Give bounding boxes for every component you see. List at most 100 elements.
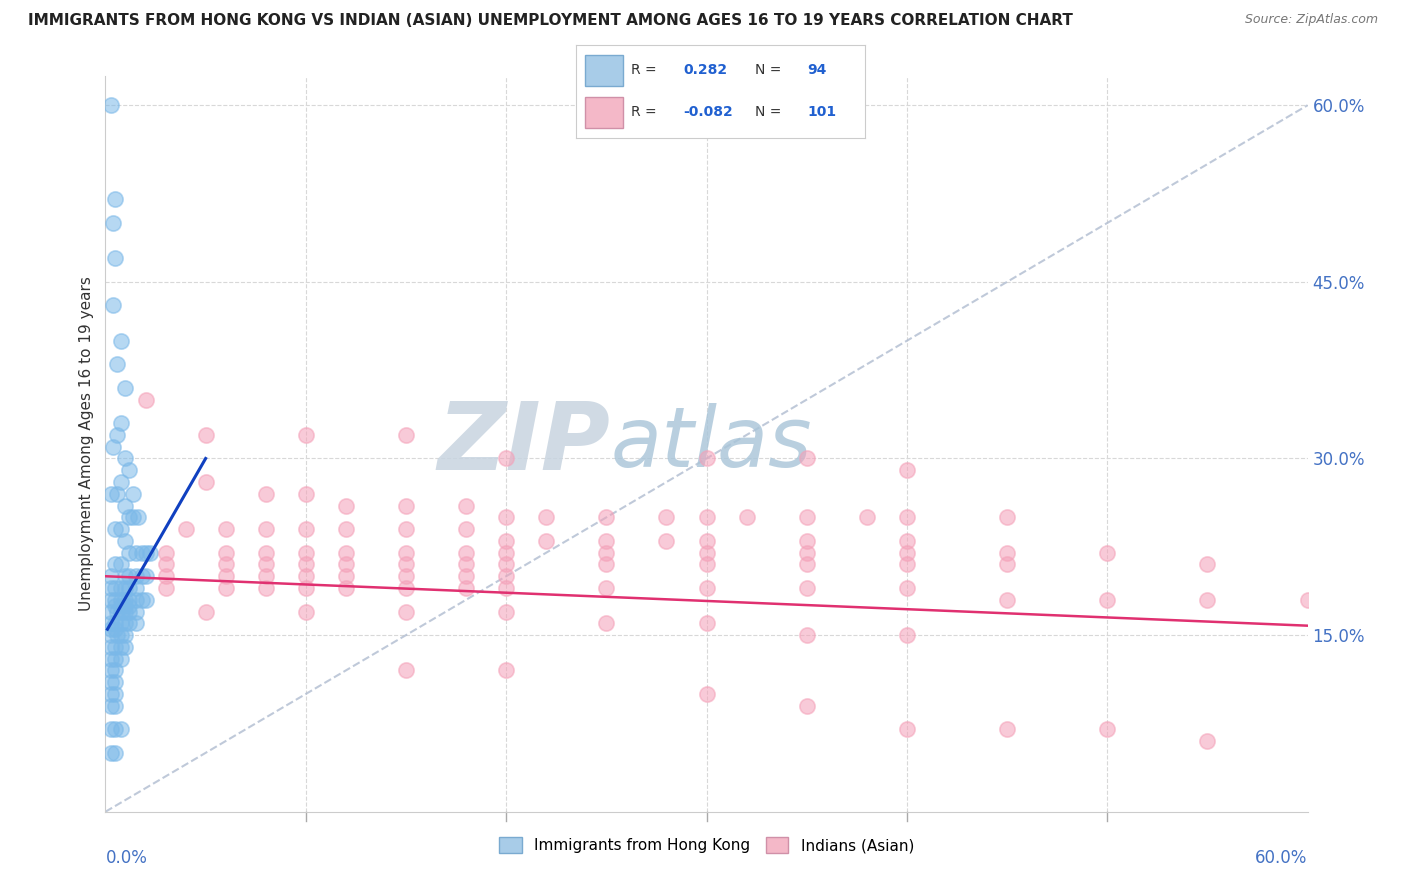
Point: [104, 746, 127, 760]
Point: [118, 599, 141, 613]
Point: [100, 628, 122, 642]
Point: [696, 533, 718, 548]
Point: [796, 546, 818, 560]
Text: Source: ZipAtlas.com: Source: ZipAtlas.com: [1244, 13, 1378, 27]
Point: [104, 651, 127, 665]
Point: [495, 533, 517, 548]
Point: [454, 499, 477, 513]
Point: [122, 510, 145, 524]
Point: [855, 510, 877, 524]
Point: [254, 546, 277, 560]
Point: [107, 428, 129, 442]
Point: [595, 533, 617, 548]
Point: [104, 698, 127, 713]
Point: [796, 698, 818, 713]
Point: [1097, 723, 1119, 737]
Point: [395, 605, 418, 619]
Text: 60.0%: 60.0%: [1256, 848, 1308, 866]
Point: [1097, 546, 1119, 560]
Point: [100, 605, 122, 619]
Legend: Immigrants from Hong Kong, Indians (Asian): Immigrants from Hong Kong, Indians (Asia…: [494, 831, 920, 859]
Point: [104, 664, 127, 678]
Point: [796, 451, 818, 466]
Point: [214, 569, 236, 583]
Point: [118, 463, 141, 477]
Point: [107, 357, 129, 371]
Point: [395, 522, 418, 536]
Point: [995, 723, 1018, 737]
Point: [335, 581, 357, 595]
Point: [395, 546, 418, 560]
Point: [194, 605, 217, 619]
Point: [100, 98, 122, 112]
Point: [122, 487, 145, 501]
Point: [214, 546, 236, 560]
Point: [696, 510, 718, 524]
Point: [104, 581, 127, 595]
Point: [295, 487, 318, 501]
Point: [995, 510, 1018, 524]
Point: [1296, 592, 1319, 607]
Point: [114, 533, 136, 548]
Point: [495, 569, 517, 583]
Point: [135, 569, 157, 583]
Point: [395, 664, 418, 678]
Y-axis label: Unemployment Among Ages 16 to 19 years: Unemployment Among Ages 16 to 19 years: [79, 277, 94, 611]
Point: [454, 546, 477, 560]
Point: [114, 581, 136, 595]
Point: [495, 664, 517, 678]
Point: [110, 522, 132, 536]
Point: [214, 558, 236, 572]
Point: [110, 416, 132, 430]
Point: [194, 475, 217, 489]
Point: [110, 616, 132, 631]
Point: [395, 499, 418, 513]
Point: [100, 592, 122, 607]
Point: [104, 640, 127, 654]
Point: [595, 510, 617, 524]
Point: [534, 510, 557, 524]
Point: [295, 428, 318, 442]
Point: [254, 581, 277, 595]
Point: [295, 546, 318, 560]
Point: [335, 546, 357, 560]
Point: [127, 510, 149, 524]
Point: [104, 675, 127, 690]
Point: [114, 640, 136, 654]
Point: [495, 546, 517, 560]
Point: [135, 546, 157, 560]
Point: [100, 664, 122, 678]
Point: [100, 723, 122, 737]
Point: [896, 533, 918, 548]
Point: [131, 569, 153, 583]
Point: [100, 675, 122, 690]
Point: [104, 723, 127, 737]
Point: [135, 392, 157, 407]
Point: [1197, 558, 1219, 572]
Point: [896, 723, 918, 737]
Point: [395, 558, 418, 572]
Point: [100, 687, 122, 701]
Text: 94: 94: [807, 63, 827, 78]
Text: 0.282: 0.282: [683, 63, 727, 78]
Point: [335, 558, 357, 572]
FancyBboxPatch shape: [585, 55, 623, 86]
Point: [155, 558, 177, 572]
Point: [1097, 592, 1119, 607]
Point: [896, 510, 918, 524]
Point: [110, 640, 132, 654]
Point: [107, 487, 129, 501]
Point: [254, 558, 277, 572]
Point: [454, 522, 477, 536]
Point: [395, 581, 418, 595]
Text: N =: N =: [755, 63, 782, 78]
Point: [131, 592, 153, 607]
Point: [118, 605, 141, 619]
Point: [796, 628, 818, 642]
Point: [104, 592, 127, 607]
Point: [1197, 734, 1219, 748]
Point: [696, 451, 718, 466]
Point: [295, 569, 318, 583]
Point: [995, 546, 1018, 560]
Point: [104, 687, 127, 701]
